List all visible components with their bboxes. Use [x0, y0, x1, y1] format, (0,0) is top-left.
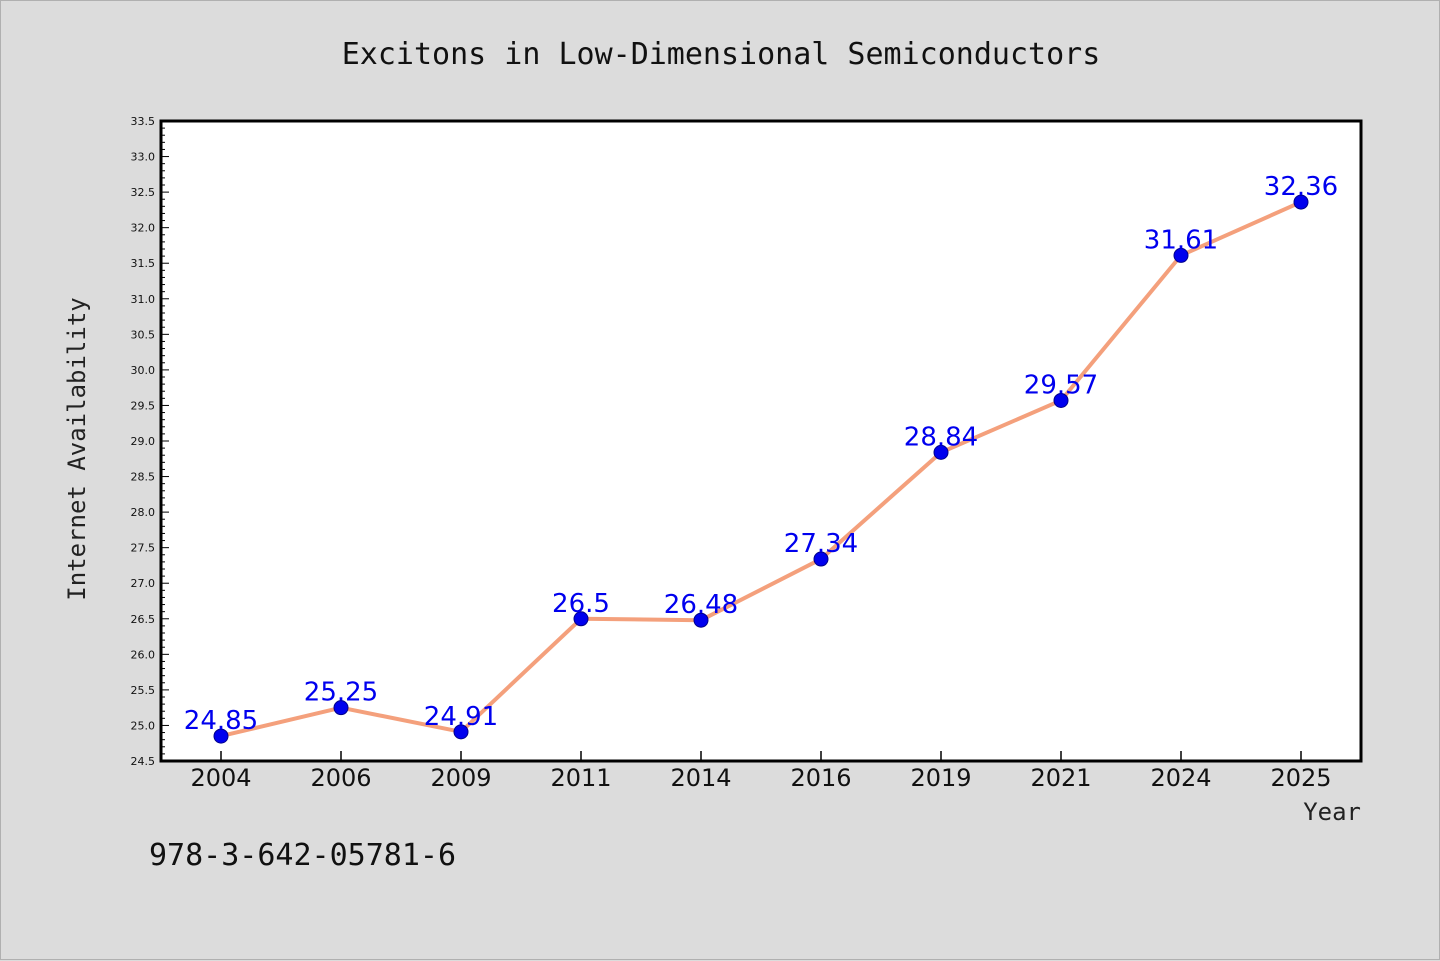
y-tick-label: 25.0 [131, 719, 156, 732]
y-tick-label: 28.5 [131, 471, 156, 484]
y-tick-label: 26.5 [131, 613, 156, 626]
data-label: 31.61 [1144, 225, 1218, 255]
x-tick-label: 2006 [310, 764, 371, 792]
x-axis-ticks [220, 751, 1302, 761]
data-label: 28.84 [904, 422, 978, 452]
data-point [813, 551, 829, 567]
data-point [1293, 194, 1309, 210]
x-tick-label: 2021 [1030, 764, 1091, 792]
y-tick-label: 27.5 [131, 542, 156, 555]
series-markers [213, 194, 1309, 744]
y-tick-label: 29.0 [131, 435, 156, 448]
isbn-annotation: 978-3-642-05781-6 [149, 838, 456, 873]
data-label: 24.91 [424, 702, 498, 732]
x-tick-label: 2024 [1150, 764, 1211, 792]
data-point [213, 728, 229, 744]
y-tick-label: 25.5 [131, 684, 156, 697]
data-label: 29.57 [1024, 370, 1098, 400]
data-label: 27.34 [784, 529, 858, 559]
data-point [1173, 247, 1189, 263]
y-axis-label: Internet Availability [63, 297, 91, 600]
data-point [333, 700, 349, 716]
y-axis-tick-labels: 24.5 25.0 25.5 26.0 26.5 27.0 27.5 28.0 28.5 29.0… [131, 115, 156, 768]
y-tick-label: 27.0 [131, 577, 156, 590]
y-tick-label: 29.5 [131, 399, 156, 412]
x-axis-tick-labels: 2004 2006 2009 2011 2014 2016 2019 2021 2024 2025 [190, 764, 1331, 792]
series-line [219, 200, 1303, 739]
x-axis-label: Year [1303, 798, 1361, 826]
data-label: 24.85 [184, 706, 258, 736]
y-tick-label: 26.0 [131, 648, 156, 661]
y-tick-label: 30.0 [131, 364, 156, 377]
data-label: 26.48 [664, 590, 738, 620]
y-tick-label: 28.0 [131, 506, 156, 519]
y-tick-label: 33.0 [131, 151, 156, 164]
y-tick-label: 24.5 [131, 755, 156, 768]
x-tick-label: 2025 [1270, 764, 1331, 792]
y-tick-label: 32.0 [131, 222, 156, 235]
data-point [453, 724, 469, 740]
data-labels: 24.85 25.25 24.91 26.5 26.48 27.34 28.84 29.57 3… [184, 172, 1338, 736]
data-label: 26.5 [552, 589, 610, 619]
x-tick-label: 2016 [790, 764, 851, 792]
x-tick-label: 2009 [430, 764, 491, 792]
plot-area [159, 119, 1363, 763]
y-tick-label: 33.5 [131, 115, 156, 128]
x-tick-label: 2019 [910, 764, 971, 792]
data-point [693, 612, 709, 628]
data-point [933, 444, 949, 460]
y-tick-label: 31.5 [131, 257, 156, 270]
x-tick-label: 2014 [670, 764, 731, 792]
chart-title: Excitons in Low-Dimensional Semiconducto… [342, 37, 1101, 72]
data-label: 32.36 [1264, 172, 1338, 202]
x-tick-label: 2011 [550, 764, 611, 792]
data-label: 25.25 [304, 678, 378, 708]
y-tick-label: 32.5 [131, 186, 156, 199]
data-point [1053, 392, 1069, 408]
x-tick-label: 2004 [190, 764, 251, 792]
y-tick-label: 30.5 [131, 328, 156, 341]
data-point [573, 611, 589, 627]
y-axis-ticks [161, 120, 169, 762]
y-tick-label: 31.0 [131, 293, 156, 306]
